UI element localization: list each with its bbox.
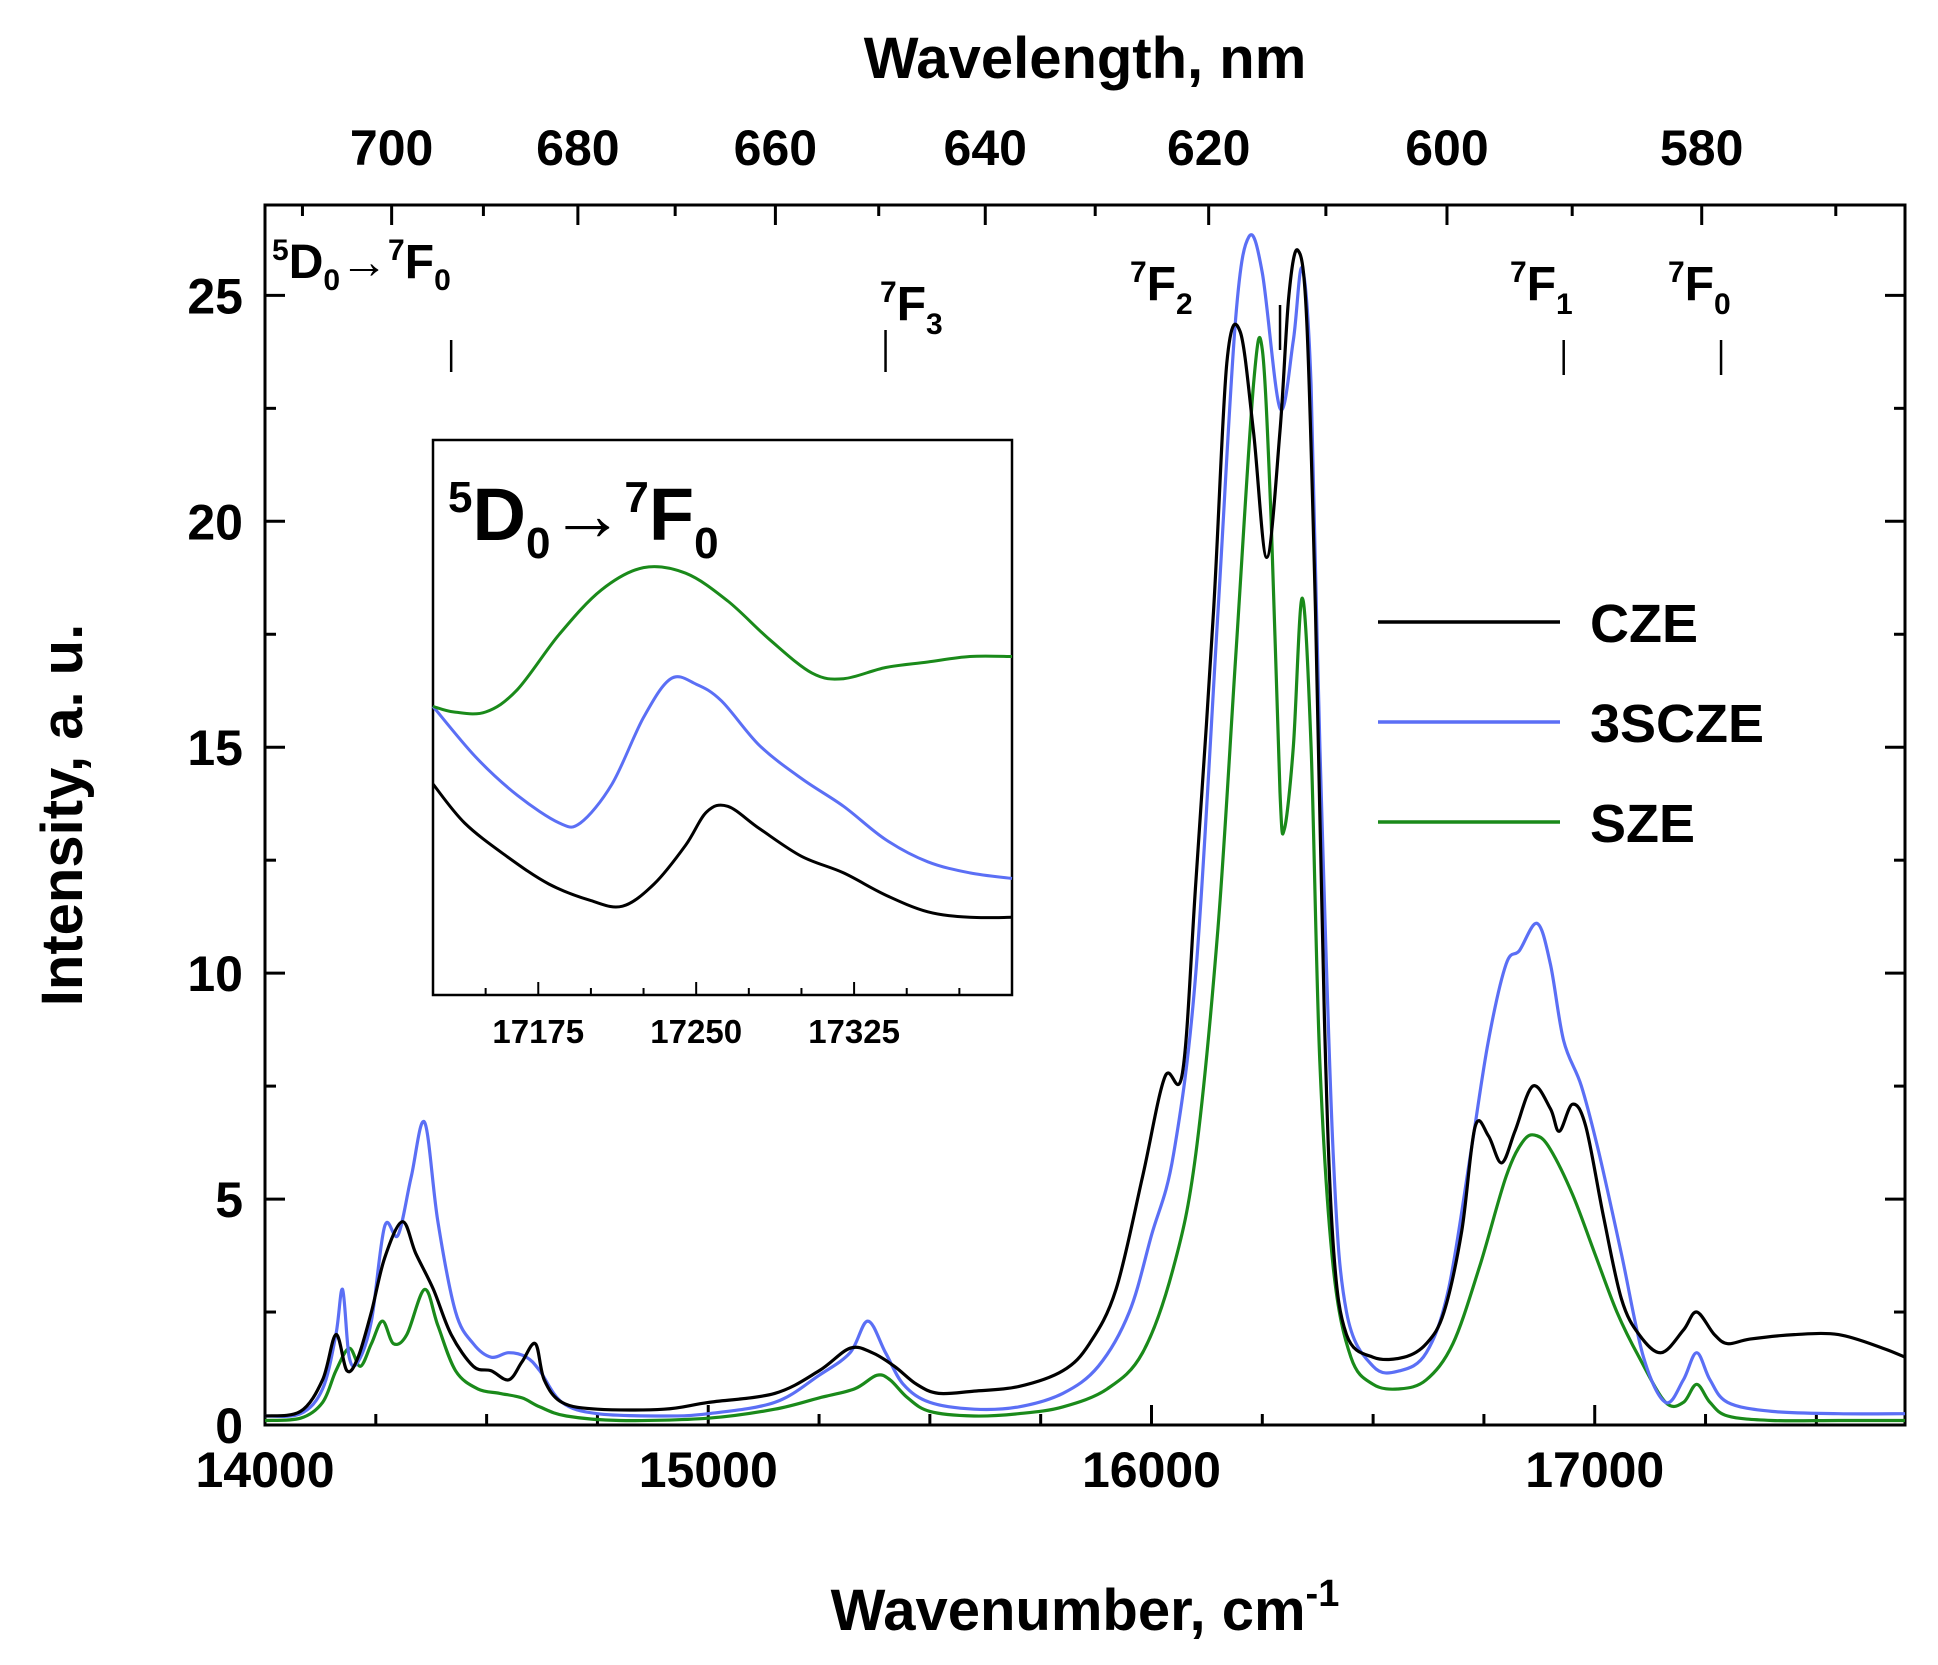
series-line-sze [264, 336, 1905, 1423]
y-tick-label: 20 [187, 494, 243, 550]
plot-frame [263, 203, 1907, 1427]
x2-tick-label: 620 [1167, 120, 1250, 176]
transition-label-f3: 7F3 [880, 276, 943, 341]
x-tick-label: 17000 [1525, 1442, 1664, 1498]
y-axis-title: Intensity, a. u. [30, 624, 95, 1006]
legend-label-cze: CZE [1590, 594, 1698, 654]
inset-x-tick-label: 17325 [808, 1013, 900, 1050]
y-tick-label: 25 [187, 268, 243, 324]
legend: CZE 3SCZE SZE [1378, 594, 1764, 854]
legend-label-3scze: 3SCZE [1590, 694, 1764, 754]
transition-label-d0-f0: 5D0→7F0 [272, 234, 451, 297]
inset-series-line-3scze [431, 675, 1013, 880]
x-axis-title: Wavenumber, cm-1 [831, 1573, 1340, 1643]
series-line-3scze [264, 233, 1906, 1418]
x-tick-label: 14000 [195, 1442, 334, 1498]
y-tick-label: 0 [215, 1398, 243, 1454]
series-line-cze [264, 248, 1906, 1418]
transition-label-f2: 7F2 [1130, 256, 1193, 321]
x-tick-label: 15000 [639, 1442, 778, 1498]
inset-x-tick-label: 17175 [492, 1013, 584, 1050]
inset-series-line-cze [431, 783, 1013, 920]
y-tick-label: 5 [215, 1172, 243, 1228]
x2-tick-label: 660 [734, 120, 817, 176]
x2-tick-label: 640 [944, 120, 1027, 176]
inset-series-line-sze [432, 565, 1013, 716]
inset-plot: 17175 17250 17325 5D0→7F0 [431, 438, 1014, 1050]
legend-label-sze: SZE [1590, 794, 1695, 854]
x-axis-title-text: Wavenumber, cm [831, 1578, 1306, 1643]
x-axis-title-sup: -1 [1306, 1573, 1340, 1615]
x2-tick-label: 680 [536, 120, 619, 176]
inset-x-tick-label: 17250 [650, 1013, 742, 1050]
y-tick-label: 10 [187, 946, 243, 1002]
inset-title: 5D0→7F0 [448, 473, 719, 568]
y-tick-label: 15 [187, 720, 243, 776]
main-plot: 14000 15000 16000 17000 0 5 10 15 20 25 700 680 660 6… [30, 26, 1907, 1643]
x2-axis-title: Wavelength, nm [864, 26, 1307, 91]
x2-tick-label: 700 [350, 120, 433, 176]
inset-frame [431, 438, 1014, 997]
x2-tick-label: 580 [1660, 120, 1743, 176]
x-tick-label: 16000 [1082, 1442, 1221, 1498]
transition-label-f1: 7F1 [1510, 256, 1573, 321]
transition-label-f0: 7F0 [1668, 256, 1731, 321]
x2-tick-label: 600 [1405, 120, 1488, 176]
